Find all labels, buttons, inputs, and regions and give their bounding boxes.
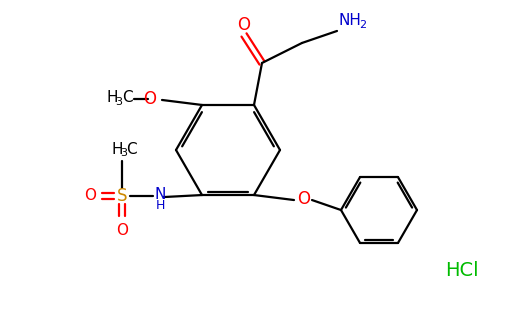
Text: O: O: [84, 188, 96, 202]
Text: C: C: [122, 90, 132, 105]
Text: H: H: [155, 198, 165, 212]
Text: H: H: [106, 90, 118, 105]
Text: C: C: [125, 142, 136, 157]
Text: O: O: [297, 190, 310, 208]
Text: HCl: HCl: [445, 261, 479, 280]
Text: O: O: [143, 90, 157, 108]
Text: 2: 2: [359, 20, 366, 30]
Text: NH: NH: [339, 13, 362, 28]
Text: O: O: [116, 222, 128, 237]
Text: H: H: [111, 142, 123, 157]
Text: O: O: [238, 16, 250, 34]
Text: S: S: [117, 187, 127, 205]
Text: N: N: [154, 187, 166, 202]
Text: 3: 3: [120, 148, 127, 158]
Text: 3: 3: [116, 97, 122, 107]
